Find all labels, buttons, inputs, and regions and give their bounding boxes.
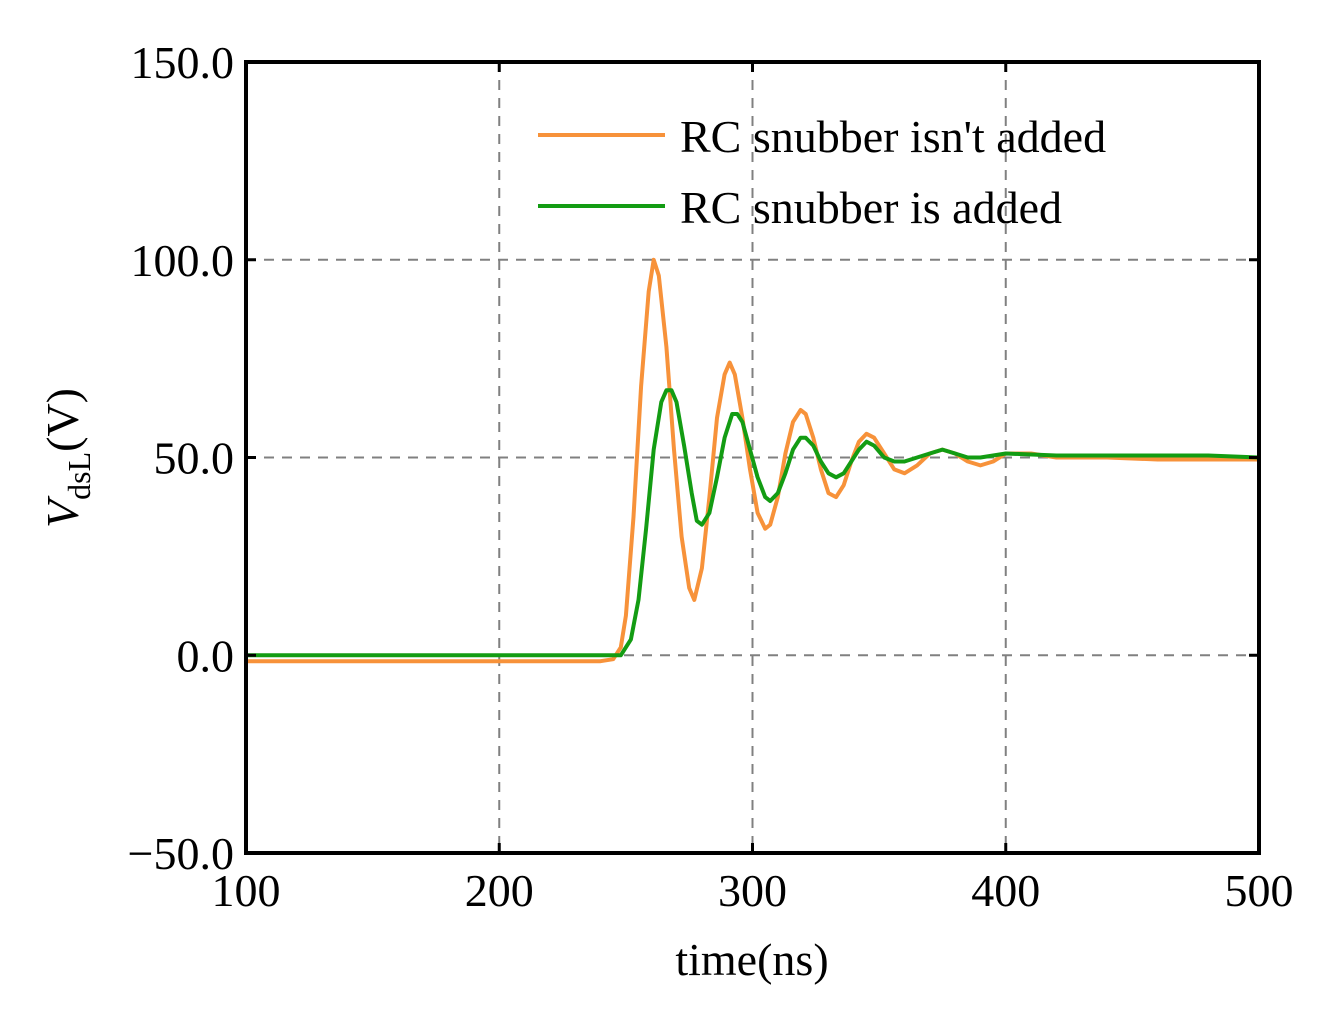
x-tick-label: 100 <box>212 865 281 916</box>
y-tick-label: 50.0 <box>154 433 235 484</box>
series-layer <box>244 257 1261 664</box>
y-tick-label: −50.0 <box>128 828 234 879</box>
y-axis-title-sub: dsL <box>61 452 97 500</box>
ticks <box>246 62 1259 853</box>
tick-labels: 100 200 300 400 500 −50.0 0.0 50.0 100.0 150.0 <box>128 37 1294 916</box>
x-tick-label: 400 <box>971 865 1040 916</box>
legend-label-not-added: RC snubber isn't added <box>680 111 1106 162</box>
x-tick-label: 500 <box>1225 865 1294 916</box>
y-tick-label: 150.0 <box>131 37 235 88</box>
x-tick-label: 300 <box>718 865 787 916</box>
y-tick-label: 100.0 <box>131 235 235 286</box>
y-axis-title-unit: (V) <box>37 388 88 452</box>
legend-label-added: RC snubber is added <box>680 182 1062 233</box>
legend: RC snubber isn't added RC snubber is add… <box>538 111 1106 233</box>
y-axis-title: VdsL(V) <box>37 388 97 528</box>
x-tick-label: 200 <box>465 865 534 916</box>
y-tick-label: 0.0 <box>177 630 235 681</box>
x-axis-title: time(ns) <box>675 934 828 985</box>
y-axis-title-main: V <box>37 495 88 528</box>
series-line-added <box>244 388 1261 658</box>
